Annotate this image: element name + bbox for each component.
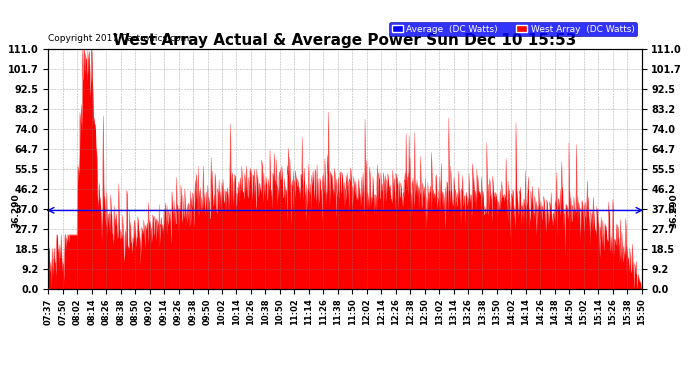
Text: Copyright 2017 Cartronics.com: Copyright 2017 Cartronics.com: [48, 34, 190, 44]
Text: 36.290: 36.290: [11, 193, 20, 228]
Text: 36.290: 36.290: [670, 193, 679, 228]
Title: West Array Actual & Average Power Sun Dec 10 15:53: West Array Actual & Average Power Sun De…: [113, 33, 577, 48]
Legend: Average  (DC Watts), West Array  (DC Watts): Average (DC Watts), West Array (DC Watts…: [389, 22, 637, 36]
